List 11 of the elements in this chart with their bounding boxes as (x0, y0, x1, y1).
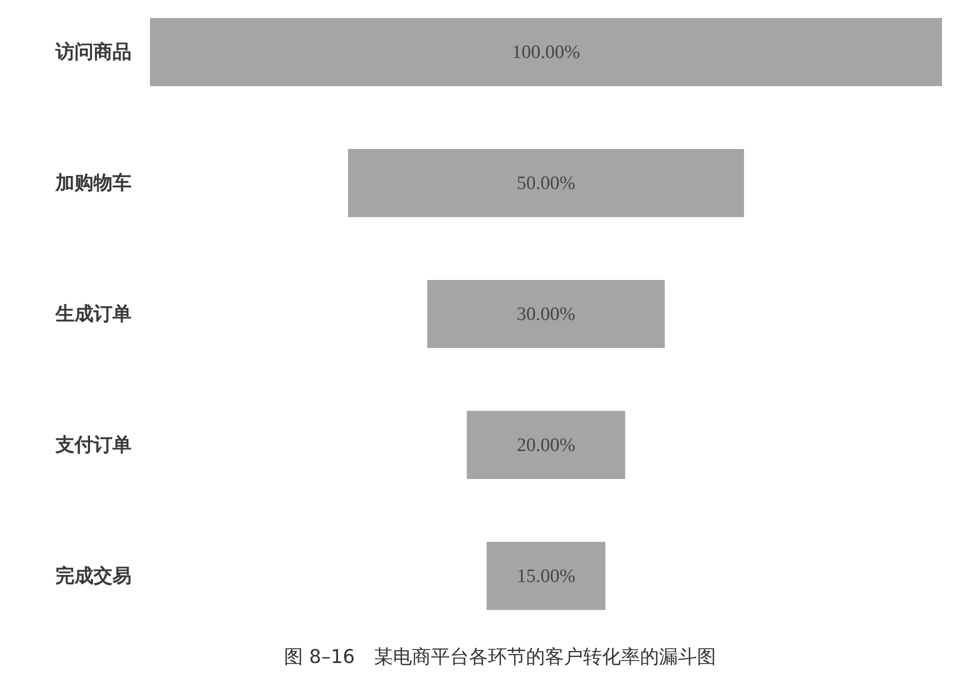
category-label: 生成订单 (54, 303, 132, 325)
data-label: 15.00% (516, 566, 576, 587)
data-label: 50.00% (516, 173, 576, 194)
category-label: 支付订单 (54, 434, 132, 456)
data-label: 20.00% (516, 434, 576, 456)
category-label: 加购物车 (54, 172, 132, 194)
data-label: 100.00% (512, 42, 580, 64)
category-label: 访问商品 (54, 41, 132, 64)
category-label: 完成交易 (56, 564, 132, 587)
caption: 图 8–16 某电商平台各环节的客户转化率的漏斗图 (284, 646, 716, 668)
data-label: 30.00% (516, 304, 576, 325)
